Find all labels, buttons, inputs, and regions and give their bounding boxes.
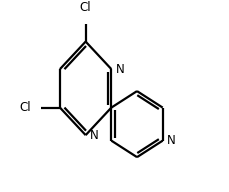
Text: Cl: Cl bbox=[79, 1, 91, 14]
Text: N: N bbox=[166, 134, 175, 147]
Text: N: N bbox=[90, 129, 98, 142]
Text: Cl: Cl bbox=[19, 101, 30, 114]
Text: N: N bbox=[115, 63, 124, 76]
